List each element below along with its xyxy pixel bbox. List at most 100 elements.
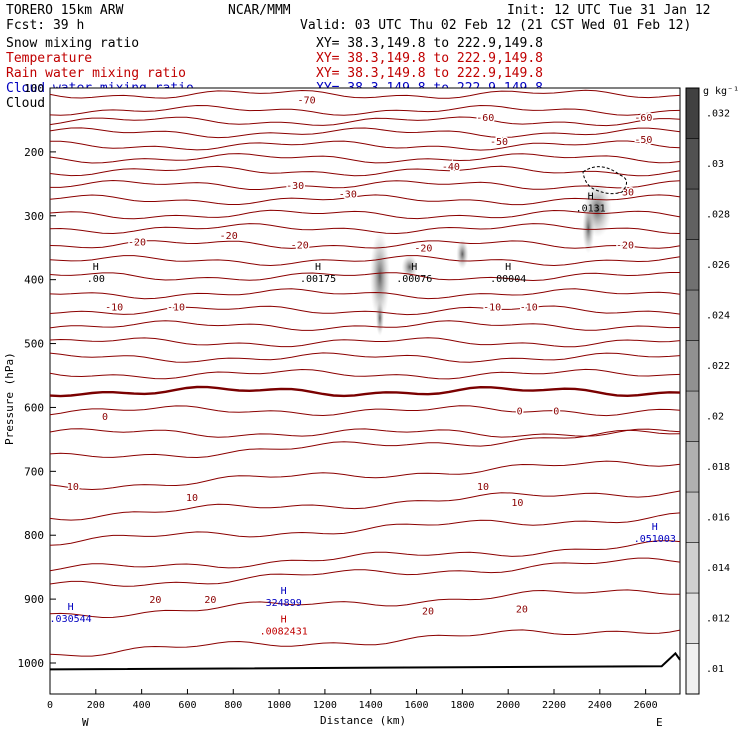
colorbar-segment bbox=[685, 188, 700, 240]
x-tick-label: 400 bbox=[133, 700, 151, 711]
contour-label: -40 bbox=[442, 162, 460, 173]
contour-label: -10 bbox=[483, 303, 501, 314]
colorbar-tick-label: .028 bbox=[706, 209, 730, 220]
field-xy: XY= 38.3,149.8 to 222.9,149.8 bbox=[316, 36, 543, 51]
isotherm-line bbox=[49, 288, 681, 300]
max-value: .00 bbox=[87, 274, 105, 285]
isotherm-line bbox=[49, 165, 681, 177]
shading-blob bbox=[582, 203, 595, 254]
contour-label: -60 bbox=[634, 113, 652, 124]
max-value: .0082431 bbox=[260, 627, 308, 638]
max-value: .0131 bbox=[576, 204, 606, 215]
x-tick-label: 2200 bbox=[542, 700, 566, 711]
isotherm-line bbox=[49, 153, 681, 164]
y-tick-label: 200 bbox=[24, 146, 44, 159]
colorbar-segment bbox=[685, 87, 700, 139]
temperature-contour-labels: -70 -60 -60 -50 -50 -40 -30 -30 -30 -20 -20 -20 -20 -… bbox=[65, 94, 653, 619]
colorbar-tick-label: .012 bbox=[706, 613, 730, 624]
x-tick-label: 200 bbox=[87, 700, 105, 711]
colorbar-segment bbox=[685, 643, 700, 695]
colorbar-tick-label: .03 bbox=[706, 159, 724, 170]
contour-label: -50 bbox=[490, 137, 508, 148]
isotherm-line bbox=[49, 305, 681, 316]
west-label: W bbox=[82, 716, 89, 729]
colorbar-segment bbox=[685, 138, 700, 190]
x-tick-label: 1400 bbox=[359, 700, 383, 711]
terrain-line bbox=[49, 651, 681, 671]
y-tick-label: 600 bbox=[24, 401, 44, 414]
temperature-contours bbox=[49, 89, 681, 671]
isotherm-line bbox=[49, 255, 681, 267]
cloud-ice-outline bbox=[582, 166, 627, 195]
isotherm-line bbox=[50, 179, 681, 190]
isotherm-line bbox=[49, 405, 681, 417]
isotherm-line bbox=[49, 428, 681, 438]
x-axis-label: Distance (km) bbox=[320, 714, 406, 727]
field-name: Temperature bbox=[6, 51, 92, 66]
max-value: .030544 bbox=[50, 614, 92, 625]
isotherm-line bbox=[49, 140, 681, 151]
isotherm-line bbox=[49, 352, 681, 363]
contour-label: 20 bbox=[204, 595, 216, 606]
x-tick-label: 2600 bbox=[634, 700, 658, 711]
contour-label: 10 bbox=[186, 493, 198, 504]
y-tick-label: 400 bbox=[24, 274, 44, 287]
isotherm-line bbox=[49, 116, 681, 127]
contour-label: -30 bbox=[286, 181, 304, 192]
max-symbol: H bbox=[588, 192, 594, 203]
isotherm-line bbox=[49, 460, 681, 491]
colorbar-tick-label: .014 bbox=[706, 563, 730, 574]
y-tick-label: 1000 bbox=[18, 657, 45, 670]
init-time: Init: 12 UTC Tue 31 Jan 12 bbox=[507, 3, 711, 18]
contour-label: -20 bbox=[220, 231, 238, 242]
contour-label: -50 bbox=[634, 135, 652, 146]
contour-label: 10 bbox=[511, 498, 523, 509]
model-title: TORERO 15km ARW bbox=[6, 3, 124, 18]
max-symbol: H bbox=[281, 586, 287, 597]
shading-blob bbox=[401, 254, 418, 279]
y-tick-label: 800 bbox=[24, 529, 44, 542]
colorbar-tick-label: .026 bbox=[706, 260, 730, 271]
shading-blob bbox=[369, 231, 390, 322]
colorbar-segment bbox=[685, 390, 700, 442]
max-symbol: H bbox=[652, 522, 658, 533]
contour-label: 0 bbox=[517, 407, 523, 418]
contour-label: 10 bbox=[67, 482, 79, 493]
field-name: Snow mixing ratio bbox=[6, 36, 139, 51]
field-xy: XY= 38.3,149.8 to 222.9,149.8 bbox=[316, 51, 543, 66]
x-tick-label: 1000 bbox=[267, 700, 291, 711]
contour-label: -10 bbox=[167, 303, 185, 314]
east-label: E bbox=[656, 716, 663, 729]
isotherm-line bbox=[49, 589, 680, 619]
y-tick-label: 700 bbox=[24, 465, 44, 478]
colorbar-segment bbox=[685, 441, 700, 493]
max-symbol: H bbox=[93, 262, 99, 273]
contour-label: -20 bbox=[128, 237, 146, 248]
contour-label: -30 bbox=[339, 189, 357, 200]
colorbar-segment bbox=[685, 340, 700, 392]
colorbar-unit: g kg⁻¹ bbox=[703, 86, 739, 97]
shading-blob bbox=[456, 239, 469, 270]
x-tick-label: 1600 bbox=[404, 700, 428, 711]
colorbar-tick-label: .024 bbox=[706, 310, 730, 321]
isotherm-line bbox=[49, 337, 681, 348]
isotherm-line bbox=[49, 629, 681, 657]
x-tick-label: 1800 bbox=[450, 700, 474, 711]
contour-label: 20 bbox=[149, 595, 161, 606]
contour-label: -60 bbox=[476, 113, 494, 124]
axes: 0 200 400 600 800 1000 1200 1400 1600 1800 2000 220… bbox=[18, 82, 658, 711]
max-symbol: H bbox=[281, 615, 287, 626]
y-tick-label: 900 bbox=[24, 593, 44, 606]
colorbar-segment bbox=[685, 542, 700, 594]
max-value: .00175 bbox=[300, 274, 336, 285]
forecast-hour: Fcst: 39 h bbox=[6, 18, 84, 33]
y-tick-label: 500 bbox=[24, 338, 44, 351]
colorbar-tick-label: .022 bbox=[706, 361, 730, 372]
contour-label: -20 bbox=[291, 241, 309, 252]
contour-label: -20 bbox=[616, 241, 634, 252]
isotherm-line bbox=[49, 240, 681, 249]
isotherm-line bbox=[49, 104, 681, 116]
x-tick-label: 2000 bbox=[496, 700, 520, 711]
colorbar-segment bbox=[685, 289, 700, 341]
contour-label: 0 bbox=[102, 412, 108, 423]
